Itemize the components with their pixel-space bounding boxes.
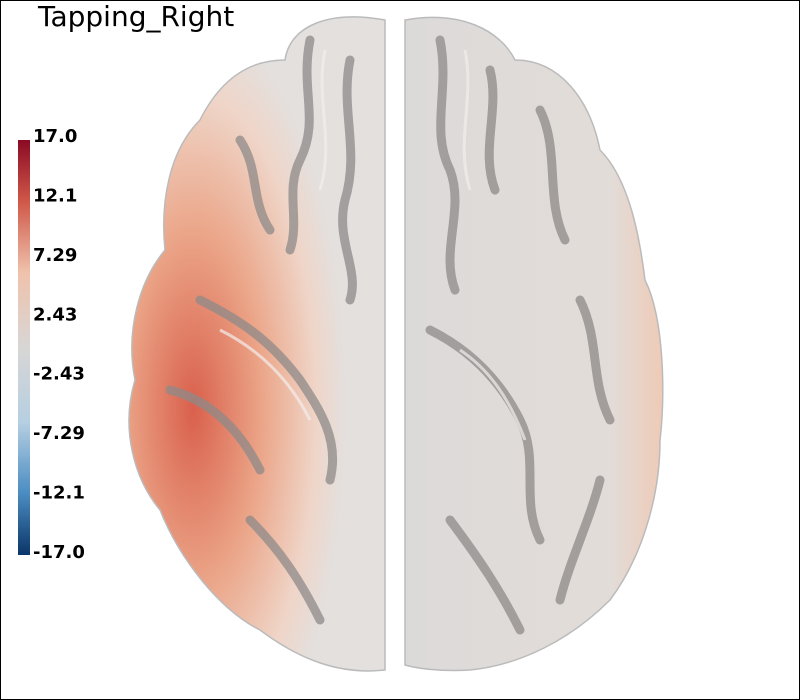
colorbar-label: -2.43 [33, 364, 85, 385]
brain-surface [128, 16, 664, 672]
colorbar-label: 12.1 [33, 185, 77, 206]
colorbar-label: 7.29 [33, 245, 77, 266]
colorbar-label: -7.29 [33, 423, 85, 444]
colorbar-label: 17.0 [33, 126, 77, 147]
colorbar-labels: 17.0 12.1 7.29 2.43 -2.43 -7.29 -12.1 -17.0 [33, 126, 85, 563]
colorbar-label: -12.1 [33, 483, 85, 504]
colorbar-label: -17.0 [33, 542, 85, 563]
colorbar [18, 140, 30, 555]
title: Tapping_Right [37, 0, 234, 33]
colorbar-label: 2.43 [33, 304, 77, 325]
